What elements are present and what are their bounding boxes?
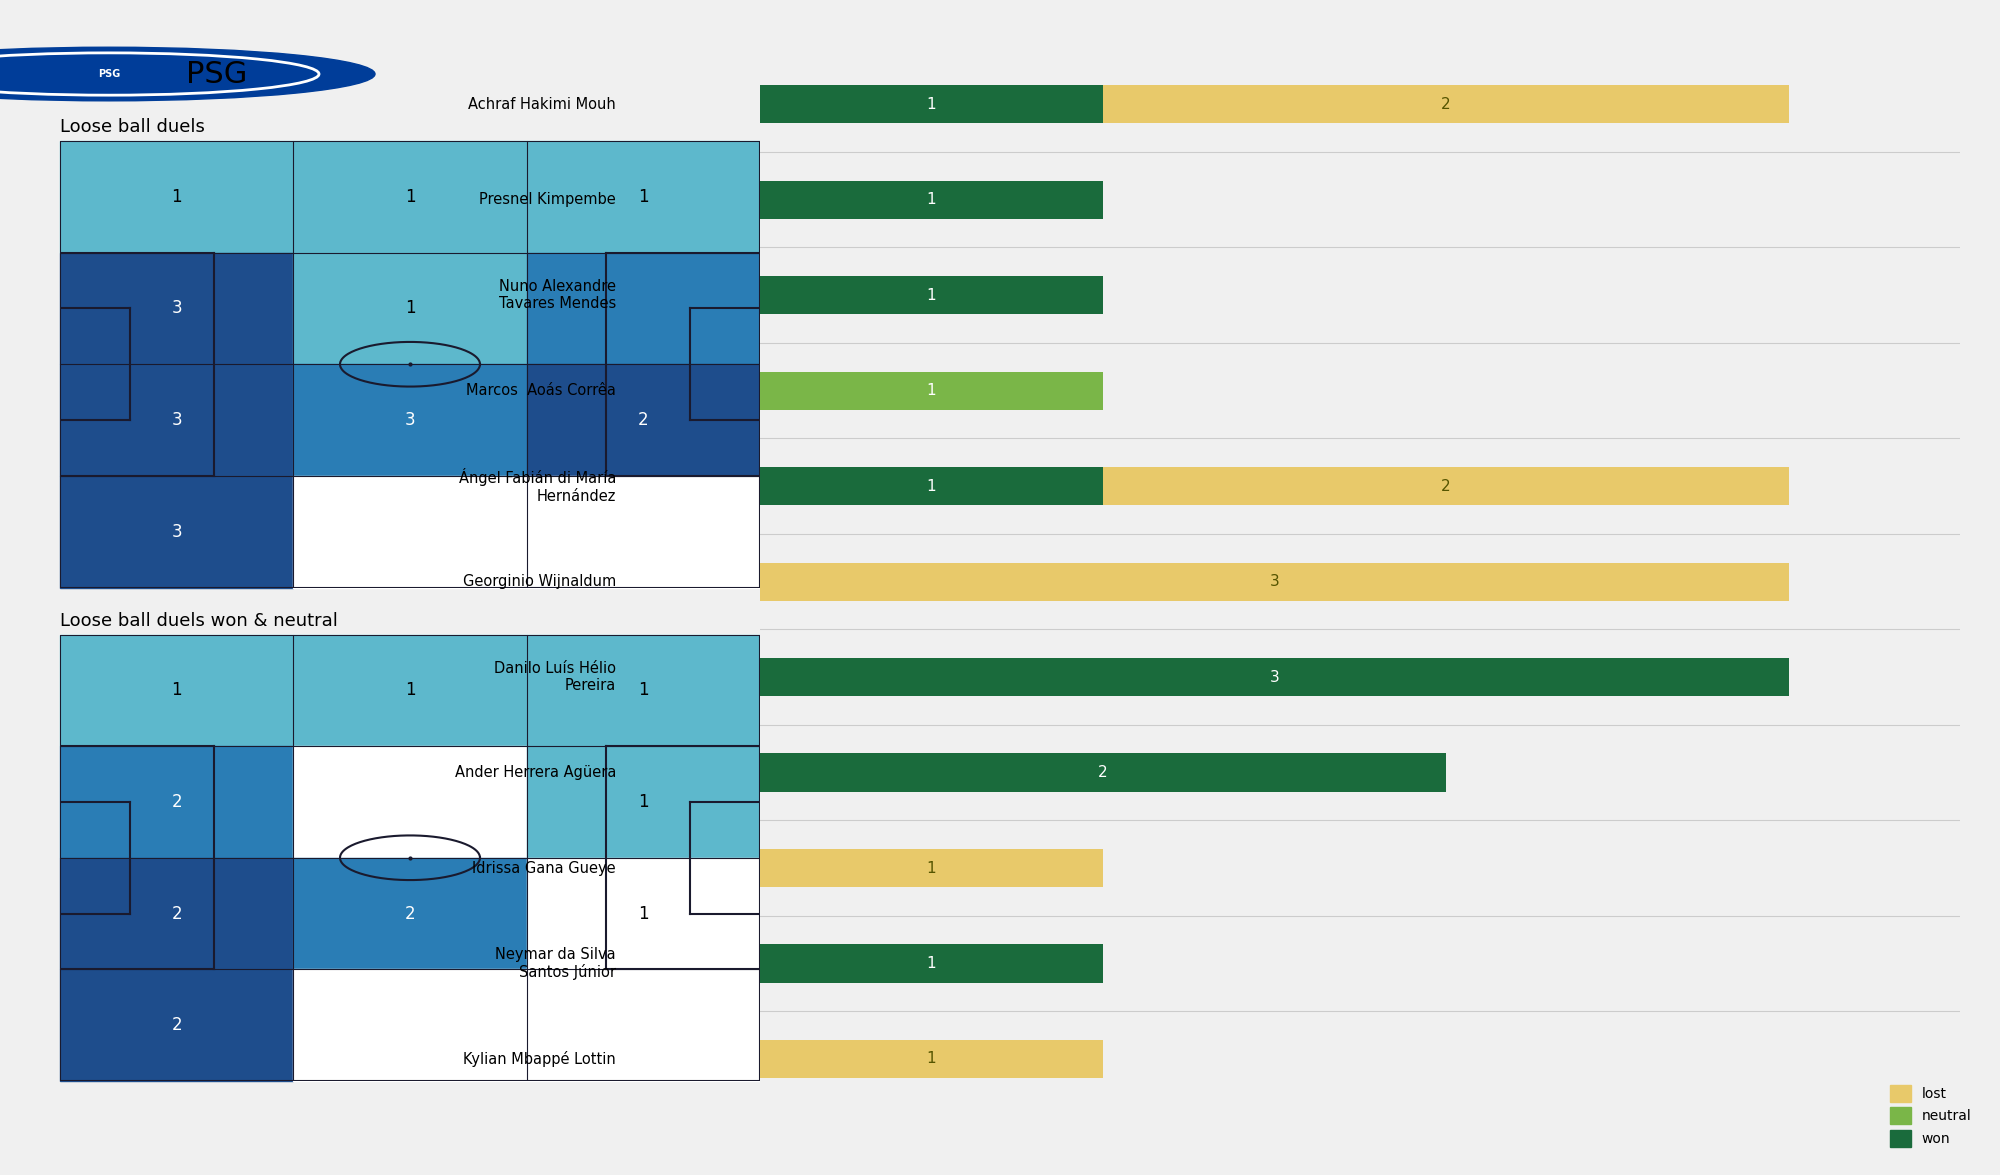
Bar	[526, 141, 760, 253]
Text: 1: 1	[926, 956, 936, 971]
Text: 2: 2	[172, 793, 182, 811]
Text: 1: 1	[638, 905, 648, 922]
Text: Nuno Alexandre
Tavares Mendes: Nuno Alexandre Tavares Mendes	[498, 278, 616, 311]
Bar	[60, 746, 294, 858]
Bar	[526, 969, 760, 1081]
Text: 1: 1	[172, 682, 182, 699]
Bar	[760, 753, 1446, 792]
Bar	[294, 746, 526, 858]
Text: 3: 3	[404, 411, 416, 429]
Text: 3: 3	[172, 411, 182, 429]
Text: Idrissa Gana Gueye: Idrissa Gana Gueye	[472, 860, 616, 875]
Text: Loose ball duels won & neutral: Loose ball duels won & neutral	[60, 612, 338, 630]
Bar	[760, 181, 1102, 219]
Text: Kylian Mbappé Lottin: Kylian Mbappé Lottin	[464, 1050, 616, 1067]
Text: 1: 1	[404, 188, 416, 206]
Text: 1: 1	[638, 682, 648, 699]
Text: 2: 2	[1098, 765, 1108, 780]
Bar	[294, 476, 526, 588]
Bar	[760, 371, 1102, 410]
Bar	[760, 563, 1788, 600]
Bar	[760, 848, 1102, 887]
Text: 1: 1	[926, 860, 936, 875]
Text: 1: 1	[926, 478, 936, 494]
Text: 2: 2	[1440, 478, 1450, 494]
Bar	[60, 253, 294, 364]
Text: Loose ball duels: Loose ball duels	[60, 119, 204, 136]
Text: 1: 1	[404, 682, 416, 699]
Bar	[526, 253, 760, 364]
Text: 1: 1	[926, 96, 936, 112]
Legend: lost, neutral, won: lost, neutral, won	[1884, 1079, 1978, 1152]
Bar	[60, 364, 294, 476]
Text: 2: 2	[172, 1016, 182, 1034]
Text: 1: 1	[926, 193, 936, 207]
Text: 1: 1	[926, 288, 936, 303]
Text: Neymar da Silva
Santos Júnior: Neymar da Silva Santos Júnior	[496, 947, 616, 980]
Bar	[60, 858, 294, 969]
Bar	[760, 945, 1102, 982]
Text: 3: 3	[1270, 575, 1280, 589]
Bar	[526, 476, 760, 588]
Text: Ander Herrera Agüera: Ander Herrera Agüera	[454, 765, 616, 780]
Text: Georginio Wijnaldum: Georginio Wijnaldum	[462, 575, 616, 589]
Circle shape	[0, 47, 376, 101]
Bar	[760, 1040, 1102, 1079]
Text: PSG: PSG	[98, 69, 120, 79]
Text: 3: 3	[172, 523, 182, 540]
Bar	[60, 969, 294, 1081]
Bar	[760, 658, 1788, 696]
Bar	[526, 746, 760, 858]
Bar	[60, 634, 294, 746]
Text: 2: 2	[638, 411, 648, 429]
Bar	[60, 476, 294, 588]
Text: 2: 2	[404, 905, 416, 922]
Text: Achraf Hakimi Mouh: Achraf Hakimi Mouh	[468, 96, 616, 112]
Bar	[294, 141, 526, 253]
Bar	[526, 364, 760, 476]
Text: 1: 1	[926, 383, 936, 398]
Bar	[760, 466, 1102, 505]
Text: Marcos  Aoás Corrêa: Marcos Aoás Corrêa	[466, 383, 616, 398]
Bar	[1102, 466, 1788, 505]
Text: Ángel Fabián di María
Hernández: Ángel Fabián di María Hernández	[458, 469, 616, 504]
Bar	[526, 634, 760, 746]
Text: 3: 3	[172, 300, 182, 317]
Text: 1: 1	[172, 188, 182, 206]
Bar	[760, 276, 1102, 314]
Bar	[294, 253, 526, 364]
Text: Presnel Kimpembe: Presnel Kimpembe	[480, 193, 616, 207]
Bar	[60, 141, 294, 253]
Text: 1: 1	[638, 793, 648, 811]
Text: 1: 1	[638, 188, 648, 206]
Text: 2: 2	[1440, 96, 1450, 112]
Text: 3: 3	[1270, 670, 1280, 685]
Text: 2: 2	[172, 905, 182, 922]
Text: Danilo Luís Hélio
Pereira: Danilo Luís Hélio Pereira	[494, 660, 616, 693]
Bar	[526, 858, 760, 969]
Text: PSG: PSG	[186, 60, 248, 88]
Text: 1: 1	[404, 300, 416, 317]
Bar	[294, 969, 526, 1081]
Bar	[1102, 86, 1788, 123]
Bar	[294, 364, 526, 476]
Bar	[294, 634, 526, 746]
Bar	[760, 86, 1102, 123]
Bar	[294, 858, 526, 969]
Text: 1: 1	[926, 1052, 936, 1067]
